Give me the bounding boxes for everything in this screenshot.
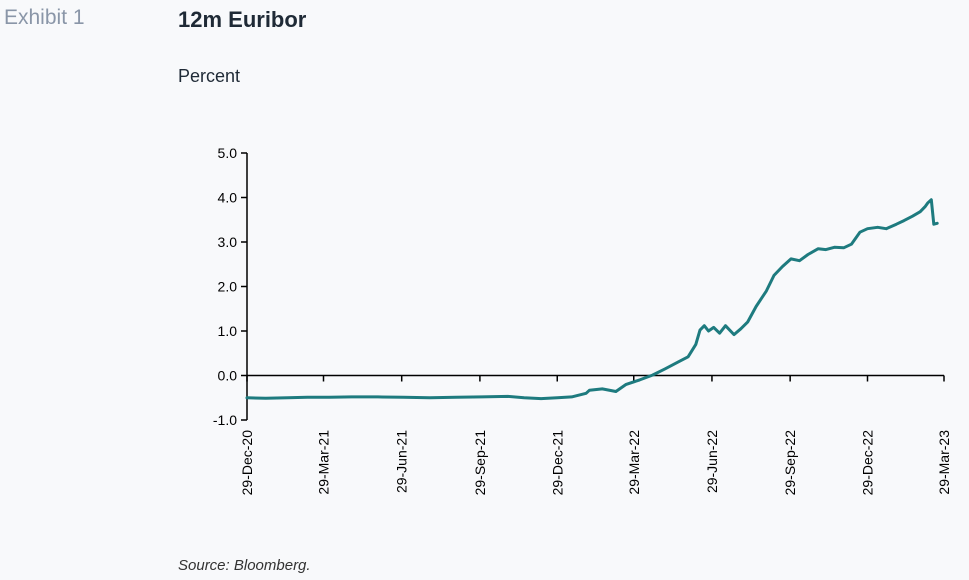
x-tick-label: 29-Mar-22 [626,430,642,495]
x-tick-label: 29-Sep-22 [782,430,798,496]
chart-subtitle: Percent [178,66,241,86]
y-tick-label: 5.0 [218,145,238,161]
series-line [245,198,939,401]
x-tick-label: 29-Dec-21 [549,430,565,496]
x-tick-label: 29-Jun-22 [704,430,720,493]
x-tick-label: 29-Jun-21 [394,430,410,493]
x-tick-label: 29-Dec-22 [860,430,876,496]
exhibit-label: Exhibit 1 [4,6,85,29]
y-axis: -1.0 0.0 1.0 2.0 3.0 4.0 5.0 [213,145,248,428]
chart-title: 12m Euribor [178,7,307,32]
x-tick-label: 29-Mar-21 [316,430,332,495]
y-tick-label: 0.0 [218,368,238,384]
y-tick-label: 1.0 [218,323,238,339]
x-tick-label: 29-Dec-20 [239,430,255,496]
y-tick-label: 4.0 [218,190,238,206]
y-tick-label: 3.0 [218,234,238,250]
x-tick-label: 29-Sep-21 [472,430,488,496]
y-tick-label: 2.0 [218,279,238,295]
x-axis: 29-Dec-20 29-Mar-21 29-Jun-21 29-Sep-21 29-D… [239,374,952,496]
y-tick-label: -1.0 [213,412,237,428]
x-tick-label: 29-Mar-23 [936,430,952,495]
line-chart: -1.0 0.0 1.0 2.0 3.0 4.0 5.0 29-Dec-20 29-Mar-2… [213,145,952,496]
series-group [245,198,939,401]
source-note: Source: Bloomberg. [178,557,311,574]
